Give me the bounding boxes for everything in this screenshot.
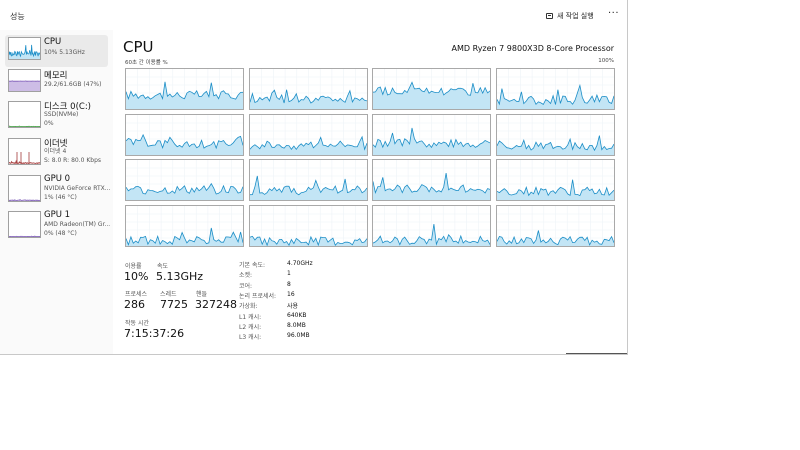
spec-key: L3 캐시:	[239, 334, 262, 342]
logical-processor-graph	[125, 159, 244, 201]
sidebar-item-label: 메모리	[44, 71, 68, 81]
logical-processor-graph	[248, 204, 368, 247]
logical-processor-graph	[495, 204, 615, 247]
logical-processor-graph	[372, 68, 491, 110]
processes-label: 프로세스	[125, 291, 148, 298]
logical-processor-graph	[125, 204, 244, 247]
spec-value: 사용	[287, 303, 299, 311]
sidebar-item-label: CPU	[44, 37, 62, 47]
sidebar-item-label: GPU 1	[44, 210, 71, 220]
logical-processor-graph	[495, 113, 615, 156]
processor-name: AMD Ryzen 7 9800X3D 8-Core Processor	[451, 44, 615, 53]
logical-processor-graph	[248, 68, 368, 110]
spec-value: 16	[287, 290, 295, 298]
logical-processor-graph	[125, 68, 244, 110]
run-task-icon	[546, 13, 553, 19]
spec-key: 논리 프로세서:	[239, 292, 277, 300]
threads-label: 스레드	[160, 291, 177, 298]
page-title: 성능	[10, 12, 25, 21]
sidebar-item-detail: AMD Radeon(TM) Gr...	[44, 221, 111, 228]
sidebar-item-label: 이더넷	[44, 139, 68, 149]
spec-value: 96.0MB	[287, 332, 310, 340]
utilization-value: 10%	[124, 270, 149, 283]
sidebar-item-ethernet[interactable]: 이더넷 이더넷 4 S: 8.0 R: 80.0 Kbps	[5, 135, 108, 167]
logical-processor-graph	[248, 159, 368, 201]
gpu0-thumbnail-graph	[8, 175, 41, 202]
uptime-label: 작동 시간	[125, 320, 149, 327]
sidebar-item-gpu-1[interactable]: GPU 1 AMD Radeon(TM) Gr... 0% (48 °C)	[5, 208, 111, 240]
disk-thumbnail-graph	[8, 101, 41, 128]
sidebar-item-gpu-0[interactable]: GPU 0 NVIDIA GeForce RTX... 1% (46 °C)	[5, 172, 111, 204]
spec-value: 4.70GHz	[287, 260, 313, 267]
spec-key: 기본 속도:	[239, 262, 266, 269]
threads-value: 7725	[160, 298, 188, 311]
uptime-value: 7:15:37:26	[124, 327, 185, 340]
sidebar-item-disk[interactable]: 디스크 0(C:) SSD(NVMe) 0%	[5, 98, 108, 130]
utilization-label: 이용률	[125, 263, 142, 270]
sidebar-item-detail: 0%	[44, 120, 54, 127]
logical-processor-graph	[372, 159, 491, 201]
cpu-thumbnail-graph	[8, 37, 41, 60]
spec-value: 8.0MB	[287, 321, 306, 329]
spec-key: L1 캐시:	[239, 313, 262, 321]
spec-value: 1	[287, 270, 291, 278]
speed-label: 속도	[157, 263, 169, 270]
handles-value: 327248	[195, 298, 237, 311]
sidebar-item-detail: 1% (46 °C)	[44, 194, 77, 201]
sidebar-item-detail: 0% (48 °C)	[44, 230, 77, 237]
spec-value: 640KB	[287, 311, 307, 319]
sidebar-item-detail: 10% 5.13GHz	[44, 49, 85, 56]
utilization-axis-label: 60초 간 이용률 %	[125, 60, 168, 66]
logical-processor-graph	[125, 113, 244, 156]
sidebar-item-detail: SSD(NVMe)	[44, 111, 79, 118]
more-options-button[interactable]: ···	[608, 8, 620, 19]
spec-key: 코어:	[239, 282, 253, 290]
logical-processor-graph	[248, 113, 368, 156]
sidebar-item-label: 디스크 0(C:)	[44, 102, 92, 112]
ethernet-thumbnail-graph	[8, 138, 41, 165]
logical-processor-graph	[495, 68, 615, 110]
run-new-task-label: 새 작업 실행	[557, 12, 594, 20]
sidebar-item-detail: 29.2/61.6GB (47%)	[44, 81, 102, 88]
sidebar-item-detail: NVIDIA GeForce RTX...	[44, 185, 111, 192]
logical-processor-graph	[372, 204, 491, 247]
cpu-heading: CPU	[123, 38, 154, 56]
handles-label: 핸들	[196, 291, 208, 298]
memory-thumbnail-graph	[8, 69, 41, 92]
spec-value: 8	[287, 280, 291, 288]
processes-value: 286	[124, 298, 145, 311]
utilization-axis-max: 100%	[598, 58, 614, 64]
spec-key: 가상화:	[239, 303, 258, 311]
logical-processor-graph	[372, 113, 491, 156]
spec-key: 소켓:	[239, 272, 253, 280]
task-manager-window: 성능 새 작업 실행 ··· CPU 10% 5.13GHz 메모리 29.2/…	[0, 0, 628, 355]
window-edge-line	[566, 353, 627, 354]
logical-processor-graphs	[125, 68, 615, 248]
sidebar-item-detail: S: 8.0 R: 80.0 Kbps	[44, 157, 102, 164]
sidebar-item-memory[interactable]: 메모리 29.2/61.6GB (47%)	[5, 67, 108, 99]
logical-processor-graph	[495, 159, 615, 201]
header-bar: 성능 새 작업 실행 ···	[0, 0, 627, 30]
speed-value: 5.13GHz	[156, 270, 204, 283]
sidebar-item-label: GPU 0	[44, 174, 71, 184]
spec-key: L2 캐시:	[239, 323, 262, 331]
sidebar-item-detail: 이더넷 4	[44, 148, 67, 155]
gpu1-thumbnail-graph	[8, 211, 41, 238]
run-new-task-button[interactable]: 새 작업 실행	[546, 11, 594, 21]
sidebar-item-cpu[interactable]: CPU 10% 5.13GHz	[5, 35, 108, 67]
cpu-detail-panel: CPU AMD Ryzen 7 9800X3D 8-Core Processor…	[113, 30, 627, 354]
